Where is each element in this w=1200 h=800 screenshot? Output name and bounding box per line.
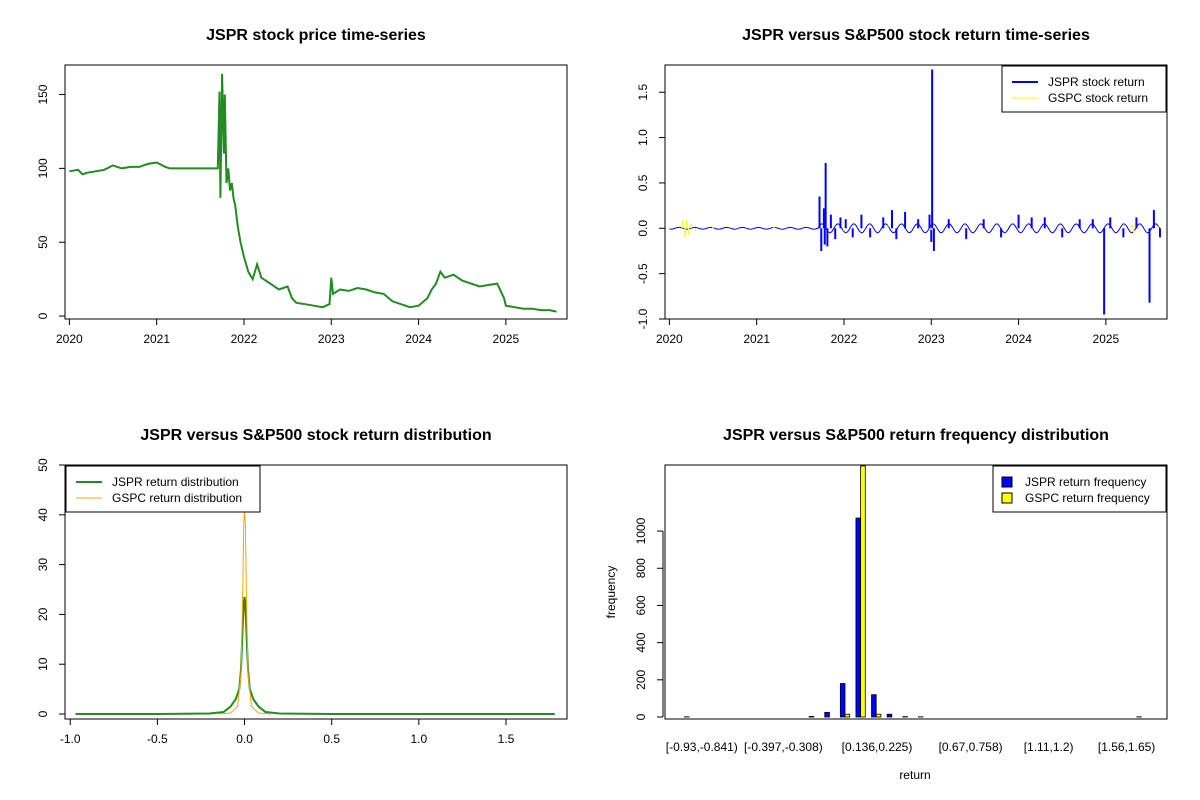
chart-title-3: JSPR versus S&P500 return frequency dist…: [723, 427, 1109, 444]
hist-bar-jspr: [886, 713, 893, 718]
x-tick-label: 2025: [493, 332, 520, 346]
x-tick-label: 1.5: [498, 732, 515, 746]
hist-bar-jspr: [855, 517, 862, 718]
x-tick-label: 2021: [143, 332, 170, 346]
x-tick-label: [1.56,1.65): [1098, 740, 1155, 754]
density-line-jspr: [75, 596, 555, 715]
y-tick-label: 0: [634, 713, 648, 720]
x-tick-label: [-0.93,-0.841): [666, 740, 738, 754]
x-tick-label: 2020: [656, 332, 683, 346]
plot-frame-1: [664, 64, 1168, 320]
hist-bar-jspr: [871, 694, 877, 718]
legend-label: GSPC return distribution: [112, 491, 242, 505]
y-tick-label: 0.0: [636, 220, 650, 237]
y-tick-label: 100: [36, 158, 50, 178]
legend-label: GSPC stock return: [1048, 91, 1148, 105]
plot-frame-0: [64, 64, 568, 320]
y-tick-label: 0.5: [636, 174, 650, 191]
chart-title-0: JSPR stock price time-series: [206, 27, 426, 44]
hist-bar-jspr: [808, 716, 815, 718]
x-tick-label: 2022: [831, 332, 858, 346]
hist-bar-gspc: [875, 713, 882, 718]
y-tick-label: 400: [634, 632, 648, 652]
hist-bar-gspc: [860, 465, 866, 718]
x-tick-label: 2023: [318, 332, 345, 346]
y-axis-label: frequency: [604, 566, 618, 619]
series-line-jspr-price: [69, 73, 557, 313]
x-tick-label: -1.0: [60, 732, 81, 746]
legend-box-2: [65, 465, 261, 513]
legend-swatch: [1001, 492, 1013, 504]
x-tick-label: 2021: [743, 332, 770, 346]
x-tick-label: 2022: [231, 332, 258, 346]
x-tick-label: [0.136,0.225): [842, 740, 913, 754]
legend-box-3: [992, 465, 1167, 513]
y-tick-label: 40: [36, 508, 50, 522]
y-tick-label: 1.0: [636, 129, 650, 146]
x-tick-label: 2024: [405, 332, 432, 346]
y-tick-label: 0: [36, 710, 50, 717]
chart-title-2: JSPR versus S&P500 stock return distribu…: [140, 427, 491, 444]
legend-label: JSPR return frequency: [1025, 475, 1146, 489]
x-tick-label: 2023: [918, 332, 945, 346]
y-tick-label: 800: [634, 558, 648, 578]
x-tick-label: 2025: [1093, 332, 1120, 346]
y-tick-label: 50: [36, 235, 50, 249]
y-tick-label: -1.0: [636, 308, 650, 329]
plot-frame-2: [64, 464, 568, 720]
y-tick-label: 20: [36, 607, 50, 621]
hist-bar-gspc: [844, 713, 851, 718]
chart-title-1: JSPR versus S&P500 stock return time-ser…: [742, 27, 1090, 44]
legend-label: JSPR return distribution: [112, 475, 239, 489]
y-tick-label: 600: [634, 595, 648, 615]
y-tick-label: 1.5: [636, 84, 650, 101]
legend-label: JSPR stock return: [1048, 75, 1145, 89]
series-line-jspr-return-baseline: [669, 223, 1161, 234]
legend-swatch: [1001, 476, 1013, 488]
y-tick-label: 30: [36, 558, 50, 572]
y-tick-label: 200: [634, 669, 648, 689]
x-axis-label: return: [899, 768, 930, 782]
hist-bar-jspr: [839, 683, 846, 718]
y-tick-label: -0.5: [636, 263, 650, 284]
x-tick-label: [-0.397,-0.308): [744, 740, 823, 754]
y-tick-label: 10: [36, 657, 50, 671]
legend-box-1: [1001, 65, 1167, 113]
x-tick-label: -0.5: [147, 732, 168, 746]
x-tick-label: 2024: [1005, 332, 1032, 346]
x-tick-label: 0.0: [236, 732, 253, 746]
x-tick-label: 0.5: [323, 732, 340, 746]
plot-frame-3: [664, 464, 1168, 720]
density-line-gspc: [218, 509, 271, 715]
x-tick-label: [1.11,1.2): [1024, 740, 1074, 754]
y-tick-label: 1000: [634, 517, 648, 544]
y-tick-label: 50: [36, 458, 50, 472]
y-tick-label: 150: [36, 84, 50, 104]
x-tick-label: 1.0: [410, 732, 427, 746]
x-tick-label: [0.67,0.758): [939, 740, 1003, 754]
x-tick-label: 2020: [56, 332, 83, 346]
y-tick-label: 0: [36, 312, 50, 319]
legend-label: GSPC return frequency: [1025, 491, 1150, 505]
hist-bar-jspr: [824, 711, 830, 718]
